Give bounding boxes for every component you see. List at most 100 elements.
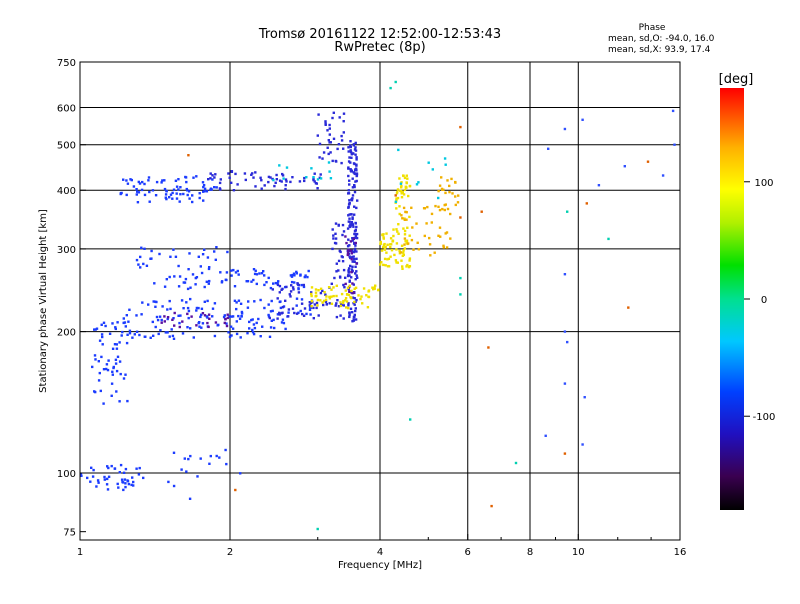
data-point bbox=[115, 390, 118, 393]
data-point bbox=[188, 497, 192, 500]
data-point bbox=[293, 281, 296, 284]
data-point bbox=[275, 173, 278, 177]
data-point bbox=[98, 339, 102, 342]
data-point bbox=[402, 193, 406, 196]
data-point bbox=[173, 275, 176, 278]
data-point bbox=[252, 268, 256, 271]
data-point bbox=[354, 153, 357, 156]
data-point bbox=[403, 229, 407, 233]
data-point bbox=[155, 315, 159, 319]
data-point bbox=[429, 254, 432, 257]
data-point bbox=[135, 314, 138, 317]
data-point bbox=[661, 174, 665, 177]
data-point bbox=[408, 259, 411, 262]
data-point bbox=[103, 478, 106, 481]
data-point bbox=[318, 156, 321, 159]
data-point bbox=[355, 206, 358, 210]
data-point bbox=[236, 183, 239, 186]
data-point bbox=[197, 321, 200, 325]
data-point bbox=[394, 259, 398, 262]
data-point bbox=[341, 260, 345, 263]
data-point bbox=[280, 321, 284, 324]
data-point bbox=[290, 280, 294, 284]
data-point bbox=[341, 223, 345, 227]
data-point bbox=[382, 236, 385, 239]
data-point bbox=[380, 249, 384, 252]
data-point bbox=[225, 462, 228, 466]
data-point bbox=[346, 227, 350, 230]
data-point bbox=[334, 222, 338, 225]
data-point bbox=[231, 327, 235, 330]
chart-subtitle: RwPretec (8p) bbox=[334, 40, 425, 55]
data-point bbox=[389, 86, 392, 90]
data-point bbox=[262, 270, 265, 273]
data-point bbox=[128, 329, 132, 332]
data-point bbox=[319, 291, 323, 295]
data-point bbox=[187, 154, 190, 157]
data-point bbox=[353, 313, 356, 317]
data-point bbox=[355, 158, 358, 161]
data-point bbox=[276, 313, 280, 316]
data-point bbox=[349, 140, 352, 143]
data-point bbox=[292, 272, 296, 275]
data-point bbox=[175, 197, 179, 200]
data-point bbox=[238, 317, 242, 320]
data-point bbox=[401, 217, 404, 220]
data-point bbox=[293, 274, 296, 277]
data-point bbox=[456, 201, 460, 204]
data-point bbox=[184, 175, 187, 179]
data-point bbox=[355, 270, 358, 273]
data-point bbox=[291, 273, 294, 277]
data-point bbox=[405, 265, 408, 268]
data-point bbox=[123, 478, 127, 481]
data-point bbox=[226, 313, 229, 316]
data-point bbox=[113, 343, 117, 346]
data-point bbox=[224, 448, 227, 452]
data-point bbox=[244, 178, 247, 182]
data-point bbox=[423, 207, 426, 210]
data-point bbox=[206, 299, 209, 303]
data-point bbox=[152, 334, 155, 337]
data-point bbox=[442, 188, 445, 191]
data-point bbox=[97, 379, 101, 382]
data-point bbox=[125, 314, 128, 317]
data-point bbox=[230, 269, 233, 272]
data-point bbox=[401, 254, 404, 257]
data-point bbox=[178, 200, 181, 203]
data-point bbox=[404, 185, 407, 188]
data-point bbox=[270, 319, 273, 322]
data-point bbox=[206, 256, 210, 259]
data-point bbox=[169, 307, 172, 311]
data-point bbox=[86, 476, 89, 480]
data-point bbox=[315, 182, 318, 185]
data-point bbox=[161, 179, 164, 182]
data-point bbox=[351, 292, 354, 295]
data-point bbox=[328, 123, 331, 127]
data-point bbox=[330, 282, 333, 285]
data-point bbox=[321, 157, 324, 160]
data-point bbox=[214, 258, 217, 261]
data-point bbox=[136, 201, 140, 204]
data-point bbox=[168, 196, 171, 199]
data-point bbox=[160, 318, 163, 322]
data-point bbox=[303, 179, 306, 183]
data-point bbox=[348, 213, 351, 216]
data-point bbox=[177, 314, 180, 317]
data-point bbox=[118, 471, 121, 474]
data-point bbox=[271, 309, 274, 313]
data-point bbox=[331, 159, 334, 163]
data-point bbox=[340, 255, 343, 258]
data-point bbox=[161, 305, 164, 308]
data-point bbox=[93, 328, 96, 331]
data-point bbox=[194, 283, 197, 286]
data-point bbox=[189, 327, 192, 330]
data-point bbox=[107, 359, 110, 362]
data-point bbox=[169, 255, 172, 258]
x-tick-label: 6 bbox=[465, 547, 471, 558]
data-point bbox=[186, 326, 189, 329]
data-point bbox=[224, 278, 227, 281]
data-point bbox=[351, 296, 355, 299]
data-point bbox=[309, 301, 312, 305]
data-point bbox=[295, 270, 298, 274]
data-point bbox=[106, 477, 109, 481]
